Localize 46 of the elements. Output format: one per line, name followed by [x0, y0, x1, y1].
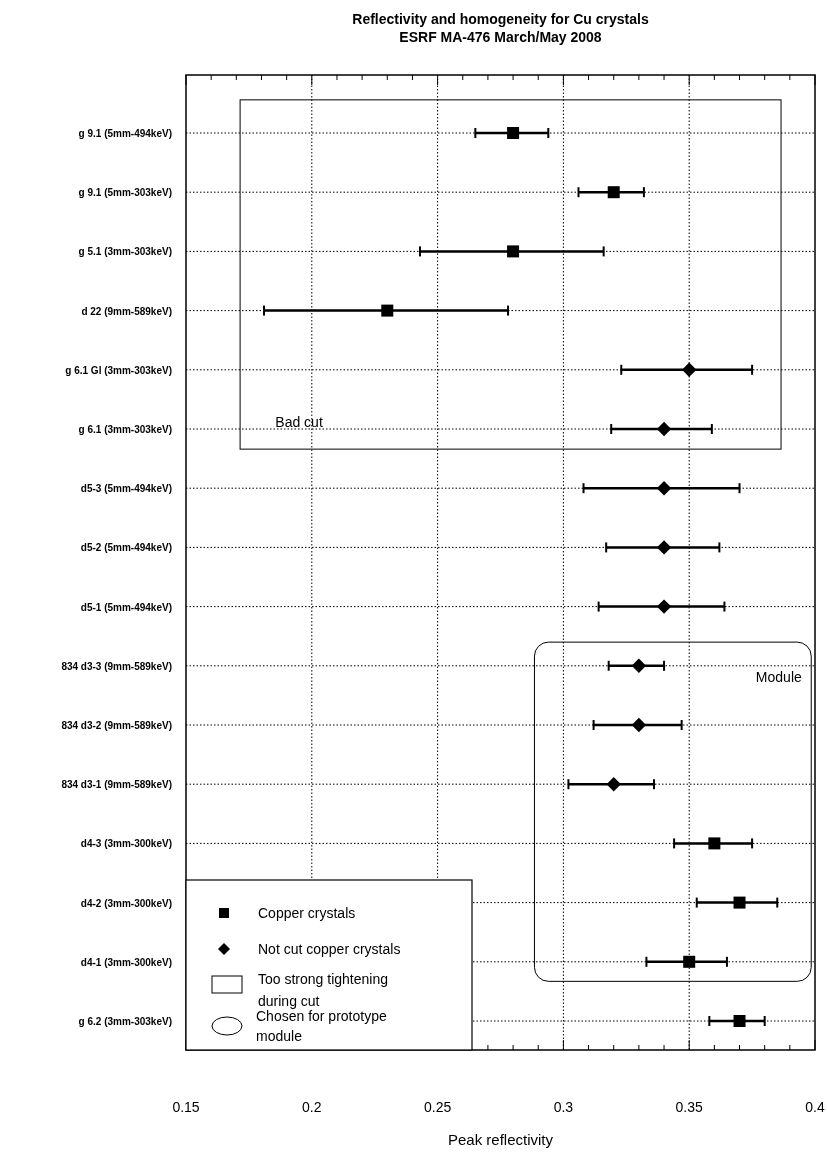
point	[656, 599, 672, 614]
y-tick-label: d 22 (9mm-589keV)	[81, 305, 172, 317]
point	[683, 955, 696, 968]
y-tick-label: d5-2 (5mm-494keV)	[80, 542, 172, 554]
y-tick-label: d5-3 (5mm-494keV)	[80, 483, 172, 495]
y-tick-label: d4-1 (3mm-300keV)	[80, 956, 172, 968]
point	[656, 421, 672, 437]
x-tick-label: 0.2	[302, 1099, 322, 1115]
annotation: Bad cut	[275, 414, 323, 430]
annotation: Too strong tightening during cut	[258, 971, 388, 1009]
y-tick-label: g 6.1 Gl (3mm-303keV)	[65, 364, 172, 376]
y-tick-label: g 6.2 (3mm-303keV)	[78, 1016, 172, 1027]
y-tick-label: d5-1 (5mm-494keV)	[80, 601, 172, 613]
point	[606, 777, 621, 792]
chart-title: Reflectivity and homogeneity for Cu crystals ESRF MA-476 March/May 2008	[352, 11, 649, 45]
point	[631, 717, 647, 733]
y-tick-label: d4-3 (3mm-300keV)	[80, 838, 172, 850]
point	[656, 481, 672, 496]
point	[656, 540, 672, 555]
y-tick-label: d4-2 (3mm-300keV)	[80, 897, 172, 909]
point	[381, 304, 394, 317]
x-tick-label: 0.3	[553, 1099, 574, 1115]
x-axis-title: Peak reflectivity	[447, 1131, 554, 1148]
point	[607, 186, 620, 199]
y-tick-label: 834 d3-3 (9mm-589keV)	[61, 660, 172, 672]
point	[507, 245, 520, 258]
legend-label: Copper crystals	[258, 905, 356, 921]
y-tick-label: 834 d3-2 (9mm-589keV)	[61, 720, 172, 731]
annotation: Module	[755, 668, 802, 685]
point	[733, 1015, 746, 1027]
point	[733, 896, 746, 909]
point	[631, 658, 647, 673]
y-tick-label: g 9.1 (5mm-303keV)	[78, 187, 172, 199]
x-tick-label: 0.15	[172, 1099, 200, 1115]
legend-label: Not cut copper crystals	[258, 941, 401, 957]
point	[708, 837, 721, 850]
annotation: Chosen for prototype module	[256, 1008, 387, 1044]
point	[507, 127, 520, 139]
point	[682, 362, 697, 377]
y-tick-label: g 6.1 (3mm-303keV)	[78, 424, 172, 435]
y-tick-label: 834 d3-1 (9mm-589keV)	[61, 779, 172, 791]
x-tick-label: 0.25	[423, 1099, 452, 1115]
y-tick-label: g 5.1 (3mm-303keV)	[78, 246, 172, 258]
x-tick-label: 0.35	[675, 1099, 704, 1115]
x-tick-label: 0.4	[805, 1099, 825, 1115]
y-tick-label: g 9.1 (5mm-494keV)	[78, 128, 172, 139]
